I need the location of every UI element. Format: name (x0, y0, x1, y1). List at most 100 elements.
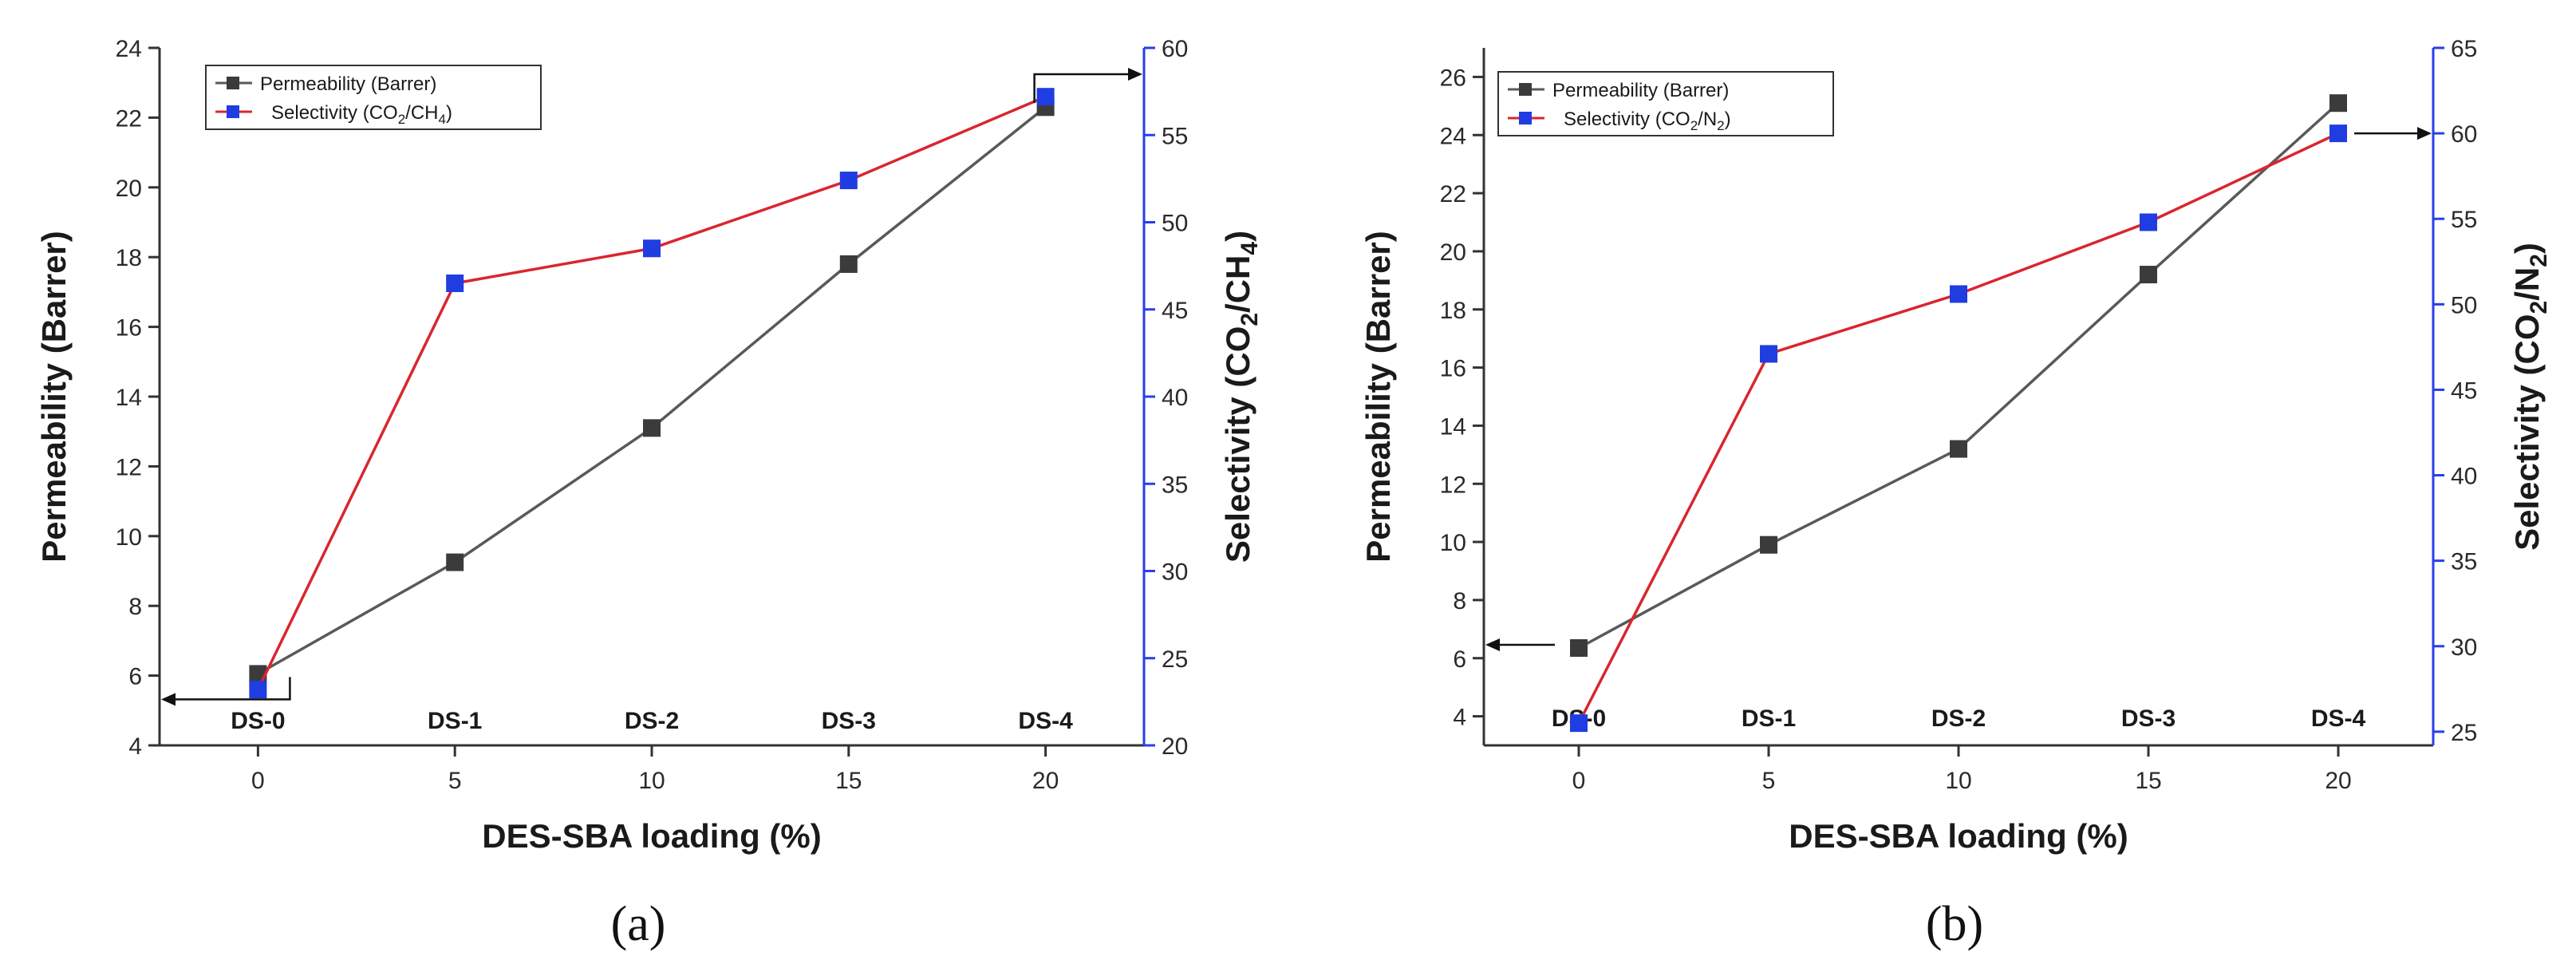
right-tick-label: 55 (1162, 123, 1188, 149)
left-axis-title: Permeability (Barrer) (35, 231, 73, 563)
left-tick-label: 18 (1440, 298, 1466, 324)
right-axis-arrow (1033, 73, 1139, 104)
right-title-subscript: 2 (2526, 254, 2552, 267)
x-tick-label: 10 (1945, 768, 1971, 794)
selectivity-line (256, 95, 1047, 690)
left-tick-label: 16 (116, 315, 142, 342)
point-label: DS-3 (822, 708, 876, 734)
right-tick-label: 60 (1162, 36, 1188, 62)
right-tick-label: 40 (1162, 385, 1188, 411)
point-label: DS-2 (625, 708, 679, 734)
x-tick-label: 0 (251, 768, 265, 794)
x-tick-label: 15 (2135, 768, 2161, 794)
left-tick-label: 10 (116, 524, 142, 551)
right-tick-label: 50 (1162, 211, 1188, 237)
left-tick-label: 6 (128, 664, 142, 690)
left-axis-arrow (164, 677, 291, 701)
selectivity-point (2329, 124, 2347, 143)
point-label: DS-1 (428, 708, 482, 734)
selectivity-point (446, 274, 464, 292)
legend-subscript: 2 (1717, 118, 1724, 133)
right-title-part: ) (1219, 231, 1256, 242)
point-label: DS-3 (2121, 705, 2176, 732)
right-tick-label: 45 (1162, 298, 1188, 324)
legend-selectivity-marker (227, 105, 239, 118)
legend-permeability-label: Permeability (Barrer) (1552, 80, 1729, 101)
right-tick-label: 25 (2451, 720, 2477, 746)
selectivity-point (643, 239, 661, 258)
left-tick-label: 10 (1440, 530, 1466, 556)
permeability-point (1760, 535, 1777, 554)
selectivity-point (1950, 285, 1967, 303)
permeability-point (1950, 440, 1967, 458)
right-tick-label: 60 (2451, 121, 2477, 148)
left-tick-label: 14 (116, 385, 142, 411)
point-label: DS-1 (1742, 705, 1796, 732)
right-tick-label: 35 (2451, 549, 2477, 575)
x-tick-label: 10 (638, 768, 665, 794)
point-label: DS-4 (1018, 708, 1073, 734)
left-axis-title: Permeability (Barrer) (1359, 231, 1397, 563)
selectivity-point (249, 681, 267, 699)
right-title-subscript: 2 (2526, 301, 2552, 314)
permeability-line (1578, 101, 2340, 650)
x-tick-label: 5 (448, 768, 462, 794)
left-axis-arrowhead (161, 693, 176, 706)
x-axis-title: DES-SBA loading (%) (482, 817, 821, 855)
selectivity-point (1570, 714, 1588, 733)
left-tick-label: 4 (128, 733, 142, 760)
legend-text-part: Selectivity (CO (1564, 109, 1690, 130)
right-tick-label: 25 (1162, 646, 1188, 673)
right-tick-label: 35 (1162, 472, 1188, 498)
x-tick-label: 0 (1572, 768, 1586, 794)
x-axis-title: DES-SBA loading (%) (1789, 817, 2128, 855)
right-axis-arrowhead (2417, 127, 2432, 140)
x-tick-label: 15 (835, 768, 862, 794)
left-tick-label: 8 (128, 594, 142, 620)
left-tick-label: 24 (1440, 123, 1466, 149)
caption-a: (a) (611, 897, 666, 951)
caption-b: (b) (1926, 897, 1983, 951)
permeability-point (1570, 639, 1588, 658)
left-tick-label: 4 (1453, 705, 1466, 731)
point-label: DS-2 (1931, 705, 1986, 732)
legend-selectivity-label: Selectivity (CO2/CH4) (271, 102, 452, 127)
left-tick-label: 20 (1440, 239, 1466, 266)
selectivity-point (1036, 88, 1055, 106)
legend-selectivity-label: Selectivity (CO2/N2) (1564, 109, 1731, 133)
permeability-point (446, 553, 464, 571)
selectivity-line (1577, 132, 2339, 725)
permeability-point (643, 419, 661, 437)
left-tick-label: 20 (116, 176, 142, 202)
legend-permeability-marker (1519, 83, 1532, 96)
left-tick-label: 22 (116, 105, 142, 132)
right-title-part: /N (2508, 267, 2546, 301)
legend-text-part: ) (1725, 109, 1731, 130)
legend-subscript: 2 (398, 112, 405, 127)
legend-text-part: ) (446, 102, 452, 124)
left-tick-label: 26 (1440, 65, 1466, 91)
permeability-line (257, 105, 1047, 675)
left-tick-label: 14 (1440, 413, 1466, 440)
x-tick-label: 20 (1032, 768, 1059, 794)
point-label: DS-4 (2311, 705, 2366, 732)
x-tick-label: 20 (2325, 768, 2351, 794)
legend-text-part: /CH (405, 102, 438, 124)
right-tick-label: 55 (2451, 207, 2477, 233)
legend-text-part: /N (1698, 109, 1717, 130)
right-tick-label: 45 (2451, 377, 2477, 404)
right-tick-label: 20 (1162, 733, 1188, 760)
selectivity-point (2140, 213, 2157, 231)
right-tick-label: 40 (2451, 464, 2477, 490)
permeability-point (839, 255, 858, 273)
legend-box (1497, 71, 1834, 136)
left-tick-label: 18 (116, 245, 142, 271)
right-axis-arrowhead (1128, 68, 1142, 81)
right-title-part: Selectivity (CO (1219, 326, 1256, 563)
legend-permeability-marker (227, 77, 239, 89)
right-title-part: /CH (1219, 255, 1256, 313)
selectivity-point (1760, 345, 1777, 363)
right-axis-title: Selectivity (CO2/CH4) (1219, 231, 1263, 563)
legend-subscript: 2 (1690, 118, 1698, 133)
